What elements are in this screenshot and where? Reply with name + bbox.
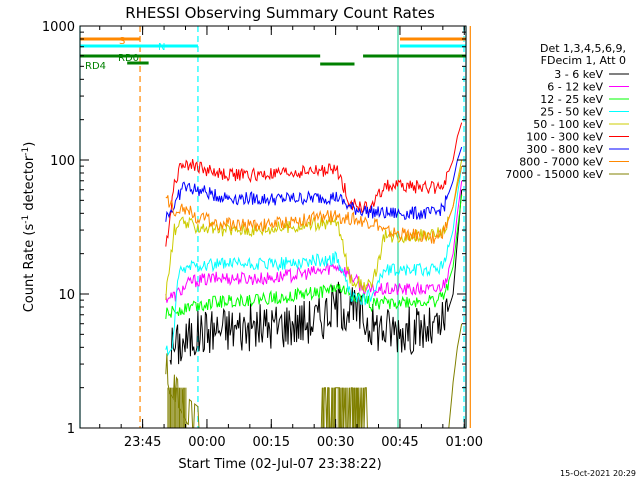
legend-label: 25 - 50 keV: [540, 106, 603, 119]
series-line-5: [165, 122, 463, 247]
series-line-3: [165, 166, 463, 357]
legend-label: 800 - 7000 keV: [519, 156, 603, 169]
legend-label: 50 - 100 keV: [533, 118, 603, 131]
series-line-0: [169, 189, 463, 365]
legend-label: 12 - 25 keV: [540, 93, 603, 106]
x-tick-label: 00:45: [381, 435, 418, 450]
plot-frame: [79, 25, 467, 429]
flag-label-n: N: [158, 42, 165, 53]
legend-label: 3 - 6 keV: [554, 68, 603, 81]
legend-label: 7000 - 15000 keV: [505, 168, 603, 181]
chart-title: RHESSI Observing Summary Count Rates: [125, 4, 435, 22]
y-tick-label: 1000: [42, 20, 75, 35]
y-tick-label: 100: [50, 154, 75, 169]
legend-label: 6 - 12 keV: [547, 81, 603, 94]
x-tick-label: 01:00: [446, 435, 483, 450]
legend-header: FDecim 1, Att 0: [541, 54, 626, 67]
series-line-1: [165, 180, 463, 303]
flag-label-s: S: [119, 36, 125, 47]
series-line-2: [165, 194, 463, 319]
y-tick-label: 10: [58, 288, 75, 303]
legend-label: 300 - 800 keV: [526, 143, 603, 156]
x-tick-label: 00:15: [253, 435, 290, 450]
x-tick-label: 00:00: [188, 435, 225, 450]
legend-label: 100 - 300 keV: [526, 131, 603, 144]
footer-date: 15-Oct-2021 20:29: [560, 469, 636, 478]
y-tick-label: 1: [67, 422, 75, 437]
x-tick-label: 23:45: [124, 435, 161, 450]
x-tick-label: 00:30: [317, 435, 354, 450]
flag-label-rd4: RD4: [85, 61, 106, 72]
y-axis-label: Count Rate (s-1 detector-1): [21, 142, 37, 313]
series-line-7: [165, 165, 463, 244]
legend-header: Det 1,3,4,5,6,9,: [540, 42, 626, 55]
flag-label-rd0: RD0: [118, 53, 139, 64]
series-line-4: [165, 159, 463, 301]
x-axis-label: Start Time (02-Jul-07 23:38:22): [178, 457, 381, 472]
series-line-6: [165, 146, 463, 222]
